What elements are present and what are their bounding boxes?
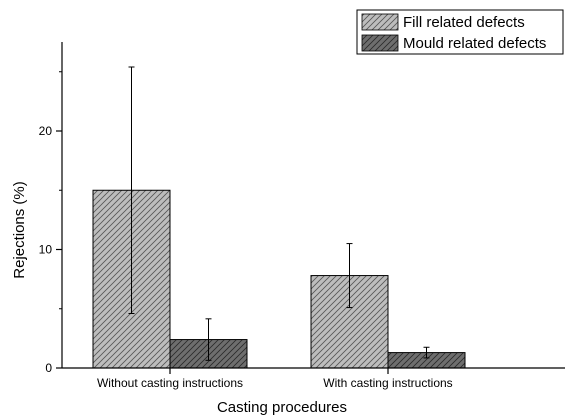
x-tick-label: Without casting instructions	[97, 376, 243, 390]
x-axis-title: Casting procedures	[217, 399, 347, 416]
legend-label-fill: Fill related defects	[403, 14, 525, 31]
y-tick-label: 0	[45, 361, 52, 375]
y-tick-label: 20	[39, 124, 53, 138]
y-tick-label: 10	[39, 243, 53, 257]
error-bars-layer	[128, 66, 430, 361]
x-tick-labels: Without casting instructions With casting…	[97, 368, 453, 390]
legend-swatch-fill	[361, 13, 399, 31]
legend: Fill related defects Mould related defec…	[356, 9, 564, 55]
bars-layer	[92, 189, 466, 369]
legend-swatch-mould	[361, 34, 399, 52]
legend-label-mould: Mould related defects	[403, 35, 546, 52]
x-tick-label: With casting instructions	[323, 376, 452, 390]
y-ticks: 0 10 20	[39, 71, 62, 375]
y-axis-title: Rejections (%)	[11, 181, 28, 279]
